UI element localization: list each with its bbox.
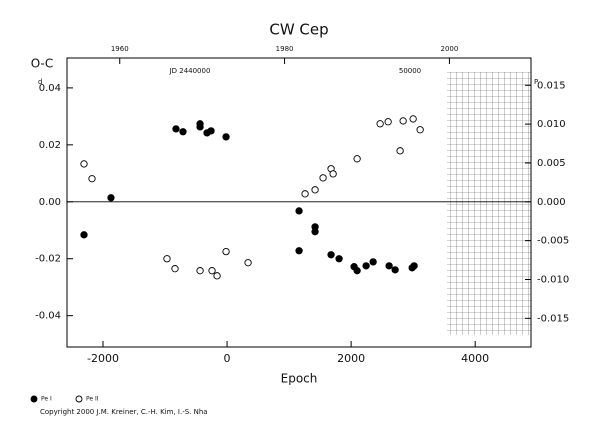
point [384,118,392,126]
point [295,207,303,215]
legend-label: Pe I [41,396,52,403]
point [416,126,424,134]
plot-frame [66,57,532,348]
point [244,259,252,267]
point [327,251,335,259]
point [171,265,179,273]
y-tick-label: -0.02 [35,254,61,265]
y2-tick-label: -0.010 [537,274,569,285]
point [369,258,377,266]
point [179,128,187,136]
hatched-region [447,72,531,335]
y2-tick-label: -0.015 [537,313,569,324]
y-tick-label: 0.00 [39,197,61,208]
point [163,255,171,263]
y-axis-label: O-C [31,57,54,71]
y2-tick-label: 0.015 [537,80,566,91]
point [399,117,407,125]
x-tick-label: 2000 [337,352,365,365]
x-tick-label: 4000 [461,352,489,365]
legend-label: Pe II [86,396,99,403]
point [172,125,180,133]
x-tick-label: 0 [224,352,231,365]
point [353,155,361,163]
chart-title: CW Cep [269,21,328,39]
annotation: JD 2440000 [169,67,211,75]
point [311,186,319,194]
point [295,247,303,255]
point [396,147,404,155]
x2-tick-label: 2000 [440,45,458,53]
point [107,194,115,202]
x-axis-label: Epoch [281,372,318,386]
point [311,228,319,236]
point [353,267,361,275]
y-tick-label: 0.04 [39,83,61,94]
x2-tick-label: 1980 [276,45,294,53]
y2-tick-label: 0.005 [537,158,566,169]
y-tick-label: -0.04 [35,311,61,322]
x2-tick-label: 1960 [111,45,129,53]
point [208,267,216,275]
point [301,190,309,198]
y-tick-label: 0.02 [39,140,61,151]
y-unit: d [38,78,42,86]
point [410,262,418,270]
point [329,170,337,178]
legend-marker [30,395,38,403]
y2-tick-label: 0.010 [537,119,566,130]
point [391,266,399,274]
y2-tick-label: -0.005 [537,236,569,247]
point [80,231,88,239]
point [376,120,384,128]
point [362,262,370,270]
point [88,175,96,183]
point [196,123,204,131]
x-tick-label: -2000 [87,352,119,365]
point [207,127,215,135]
y2-unit: P [534,78,538,86]
annotation: 50000 [399,67,421,75]
y2-tick-label: 0.000 [537,197,566,208]
point [385,262,393,270]
point [409,115,417,123]
copyright: Copyright 2000 J.M. Kreiner, C.-H. Kim, … [40,408,208,416]
point [319,174,327,182]
point [213,272,221,280]
point [80,160,88,168]
point [222,133,230,141]
legend-marker [75,395,83,403]
point [335,255,343,263]
point [222,247,230,256]
point [196,267,204,275]
